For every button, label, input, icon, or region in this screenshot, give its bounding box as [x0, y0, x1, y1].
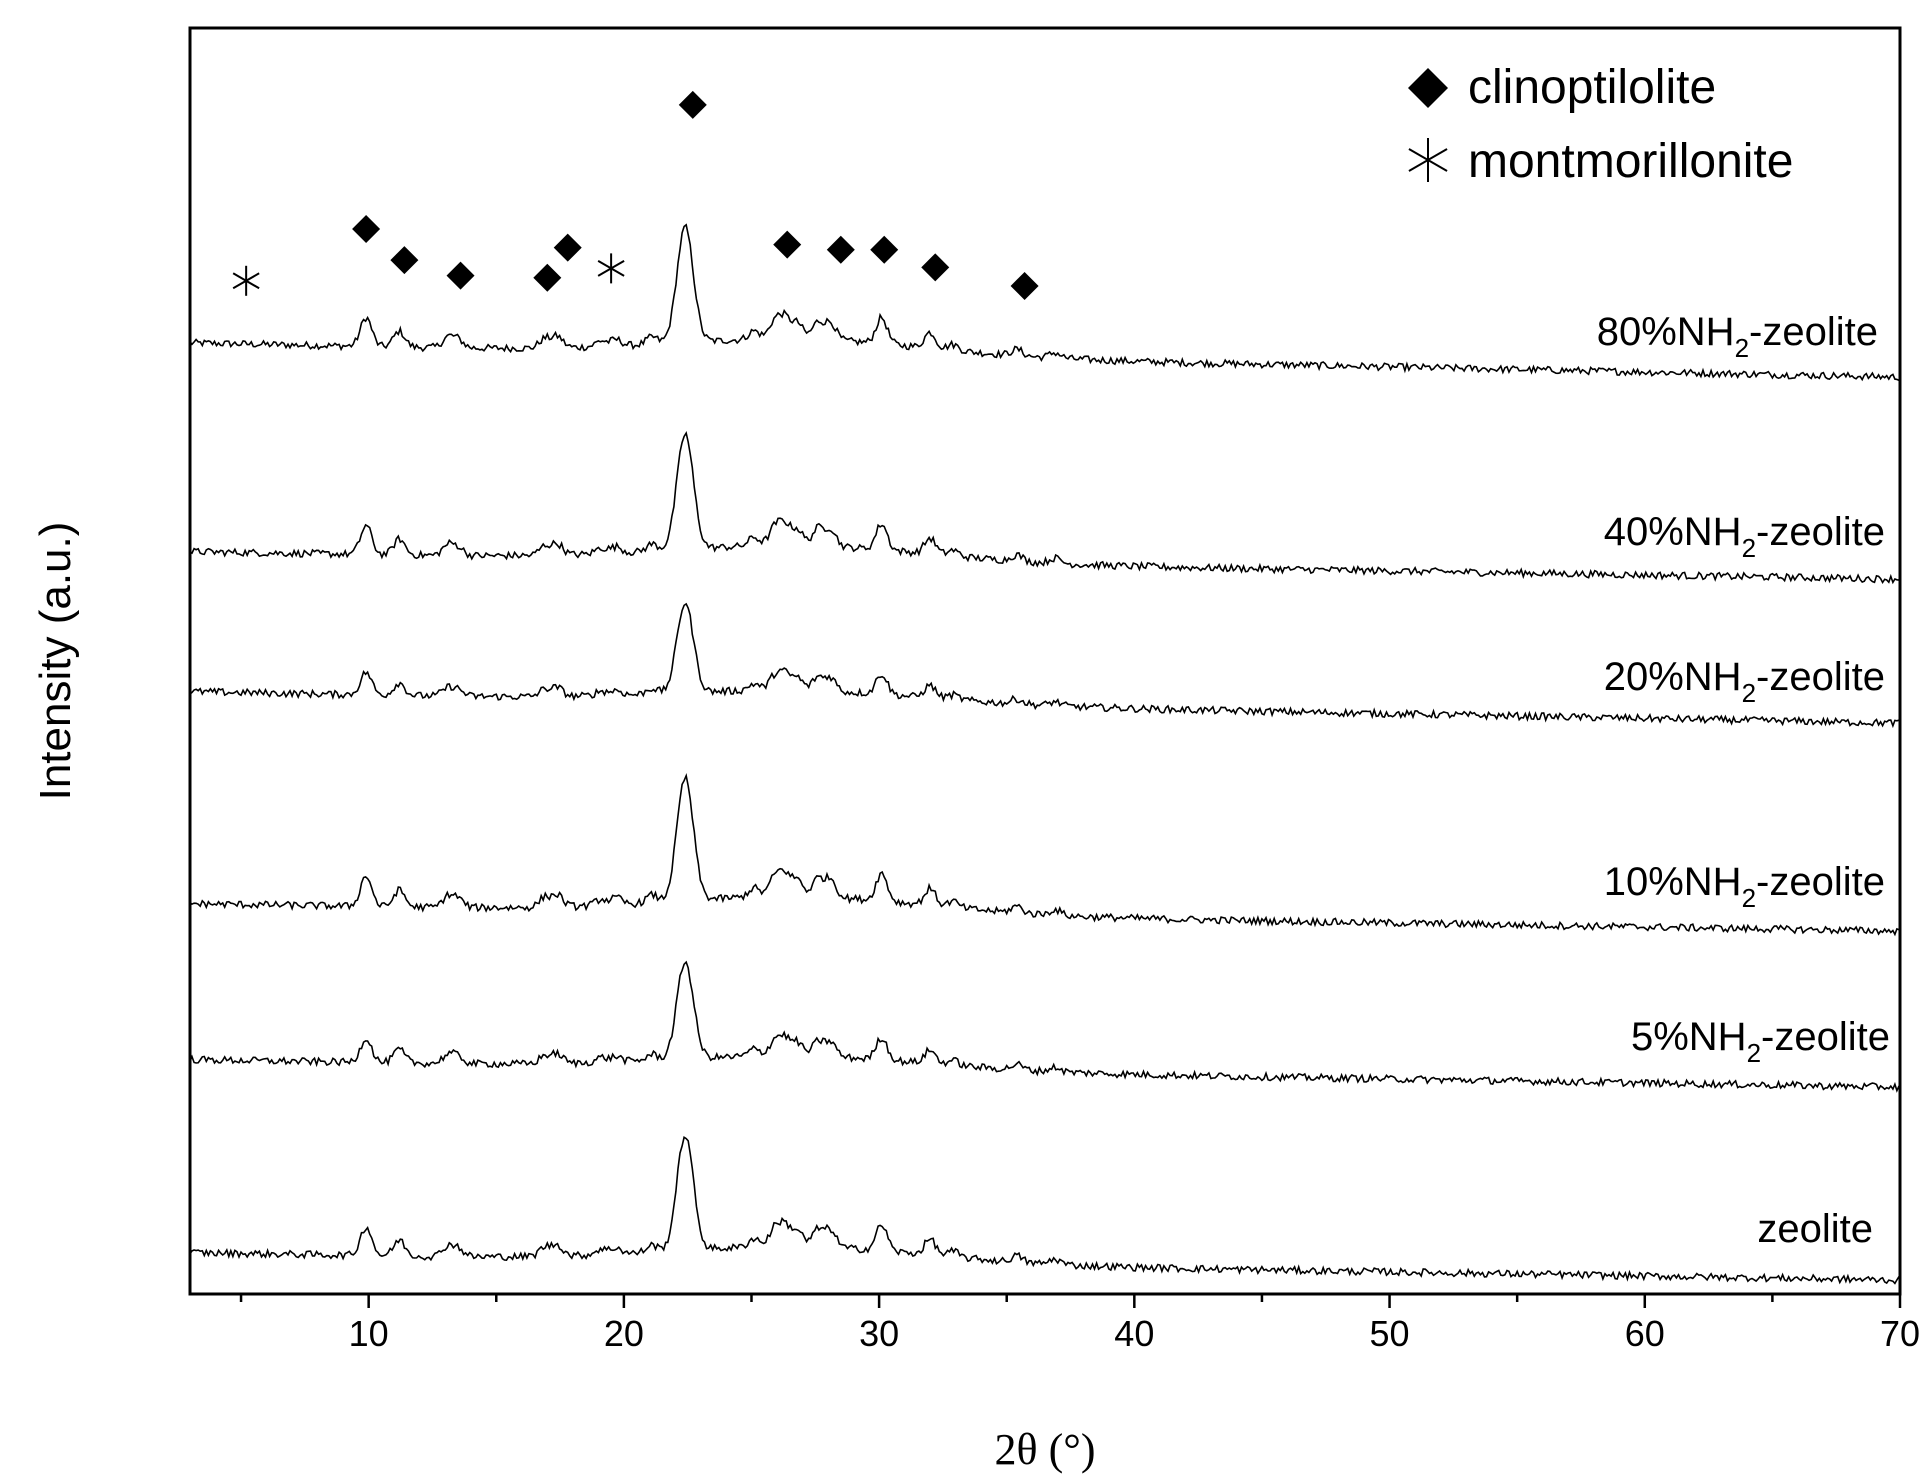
- y-axis-label: Intensity (a.u.): [31, 522, 80, 801]
- x-tick-label: 30: [859, 1313, 899, 1354]
- x-axis-tick-labels: 10 20 30 40 50 60 70: [349, 1313, 1920, 1354]
- series-label-subscript: 2: [1747, 1038, 1761, 1068]
- x-axis-ticks: [239, 1294, 1902, 1308]
- clinoptilolite-marker-6: [773, 230, 802, 259]
- clinoptilolite-marker-1: [390, 246, 419, 275]
- clinoptilolite-marker-3: [533, 263, 562, 292]
- series-label-1: 40%NH2-zeolite: [1604, 510, 1885, 563]
- series-label-tail: -zeolite: [1756, 860, 1885, 904]
- series-label-3: 10%NH2-zeolite: [1604, 860, 1885, 913]
- clinoptilolite-marker-7: [826, 235, 855, 264]
- x-tick-label: 10: [349, 1313, 389, 1354]
- legend: clinoptilolite montmorillonite: [1408, 61, 1793, 188]
- clinoptilolite-marker-9: [921, 253, 950, 282]
- x-tick-label: 50: [1370, 1313, 1410, 1354]
- montmorillonite-marker-1: [597, 253, 625, 284]
- legend-diamond-icon: [1408, 68, 1448, 108]
- series-line-0: [189, 223, 1900, 382]
- x-axis-label: 2θ (°): [995, 1425, 1096, 1474]
- series-line-3: [189, 772, 1900, 937]
- series-line-1: [189, 431, 1900, 585]
- series-label-subscript: 2: [1742, 533, 1756, 563]
- clinoptilolite-marker-4: [553, 233, 582, 262]
- series-label-5: zeolite: [1757, 1207, 1873, 1251]
- legend-label-clinoptilolite: clinoptilolite: [1468, 61, 1716, 114]
- series-line-5: [189, 1136, 1900, 1285]
- series-label-main: 20%NH: [1604, 655, 1742, 699]
- series-label-4: 5%NH2-zeolite: [1631, 1015, 1890, 1068]
- series-label-0: 80%NH2-zeolite: [1597, 310, 1878, 363]
- series-label-main: 40%NH: [1604, 510, 1742, 554]
- series-line-4: [189, 960, 1900, 1093]
- series-label-tail: -zeolite: [1749, 310, 1878, 354]
- legend-label-montmorillonite: montmorillonite: [1468, 135, 1793, 188]
- series-label-subscript: 2: [1742, 678, 1756, 708]
- peak-marker-layer: [232, 90, 1039, 300]
- series-label-tail: -zeolite: [1756, 655, 1885, 699]
- x-tick-label: 60: [1625, 1313, 1665, 1354]
- series-label-subscript: 2: [1735, 333, 1749, 363]
- x-tick-label: 20: [604, 1313, 644, 1354]
- series-label-2: 20%NH2-zeolite: [1604, 655, 1885, 708]
- series-layer: [189, 223, 1900, 1285]
- clinoptilolite-marker-10: [1010, 271, 1039, 300]
- montmorillonite-marker-0: [232, 265, 260, 296]
- clinoptilolite-marker-8: [870, 235, 899, 264]
- series-label-main: zeolite: [1757, 1207, 1873, 1251]
- series-label-main: 5%NH: [1631, 1015, 1747, 1059]
- series-label-subscript: 2: [1742, 883, 1756, 913]
- clinoptilolite-marker-0: [352, 215, 381, 244]
- x-tick-label: 70: [1880, 1313, 1920, 1354]
- series-label-main: 10%NH: [1604, 860, 1742, 904]
- series-label-main: 80%NH: [1597, 310, 1735, 354]
- x-tick-label: 40: [1114, 1313, 1154, 1354]
- clinoptilolite-marker-2: [446, 261, 475, 290]
- series-label-tail: -zeolite: [1761, 1015, 1890, 1059]
- series-label-tail: -zeolite: [1756, 510, 1885, 554]
- clinoptilolite-marker-5: [678, 90, 707, 119]
- series-line-2: [189, 602, 1900, 729]
- series-label-layer: 80%NH2-zeolite40%NH2-zeolite20%NH2-zeoli…: [1597, 310, 1890, 1251]
- legend-asterisk-icon: [1408, 138, 1448, 182]
- plot-frame: [188, 26, 1902, 1296]
